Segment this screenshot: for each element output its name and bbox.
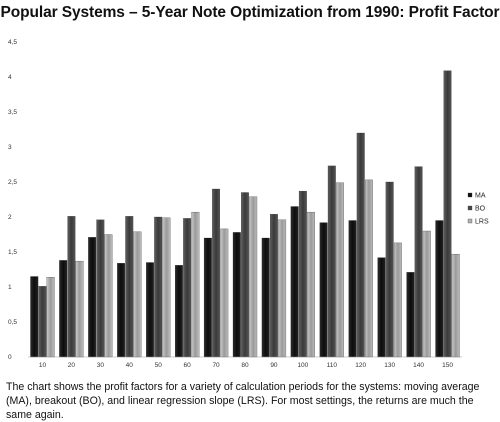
bar-lrs-90	[278, 219, 287, 358]
bar-ma-30	[88, 237, 97, 358]
bar-bo-10	[38, 286, 47, 358]
bar-ma-100	[290, 206, 299, 358]
legend-swatch-ma	[467, 192, 473, 198]
x-tick-label: 100	[297, 362, 308, 368]
bar-ma-10	[30, 276, 39, 358]
bar-bo-20	[67, 216, 76, 358]
bar-bo-80	[241, 192, 249, 358]
bar-lrs-60	[191, 211, 200, 358]
bar-lrs-20	[75, 260, 84, 358]
y-tick-label: 3,5	[8, 109, 17, 116]
bar-ma-60	[175, 265, 183, 358]
bar-lrs-50	[162, 217, 171, 358]
y-tick-label: 1	[8, 284, 12, 291]
y-axis: 0 0,5 1 1,5 2 2,5 3 3,5 4 4,5	[8, 39, 17, 361]
legend-swatch-lrs	[467, 218, 473, 224]
bar-bo-60	[183, 218, 192, 358]
y-tick-label: 4	[8, 74, 12, 81]
bar-lrs-120	[365, 179, 373, 358]
x-tick-label: 90	[270, 362, 278, 368]
bar-lrs-70	[220, 228, 229, 358]
legend: MA BO LRS	[467, 192, 489, 226]
bar-lrs-130	[393, 242, 402, 358]
legend-label-ma: MA	[475, 193, 486, 200]
bar-lrs-30	[104, 234, 113, 358]
bar-ma-140	[406, 272, 415, 358]
bar-ma-40	[117, 263, 125, 358]
bar-chart: 00,511,522,533,544,5 10 20 30 40 50 60 70 80 90 1…	[8, 39, 489, 368]
bar-bo-40	[125, 216, 134, 358]
bar-ma-70	[203, 237, 212, 358]
y-tick-label: 0	[8, 354, 12, 361]
y-tick-label: 0,5	[8, 319, 17, 326]
x-tick-label: 140	[413, 362, 424, 368]
bar-lrs-40	[133, 231, 142, 358]
bar-bo-130	[385, 181, 394, 358]
bar-ma-90	[261, 237, 270, 358]
bar-lrs-140	[422, 230, 431, 358]
x-tick-label: 20	[68, 362, 76, 368]
bar-ma-130	[377, 257, 386, 358]
bar-lrs-10	[46, 277, 55, 358]
bar-ma-20	[59, 260, 68, 358]
y-tick-label: 2	[8, 214, 12, 221]
y-tick-label: 4,5	[8, 39, 17, 46]
bar-bo-50	[154, 216, 163, 358]
y-tick-label: 1,5	[8, 249, 17, 256]
bar-bo-150	[443, 70, 452, 358]
bar-ma-50	[146, 262, 154, 358]
x-tick-label: 130	[384, 362, 395, 368]
bar-bo-70	[212, 188, 220, 358]
x-tick-label: 10	[39, 362, 47, 368]
legend-label-lrs: LRS	[475, 219, 489, 226]
bar-ma-80	[232, 232, 241, 358]
x-tick-label: 120	[355, 362, 366, 368]
bar-ma-120	[348, 220, 357, 358]
bar-lrs-80	[249, 196, 258, 358]
plot-area	[30, 70, 460, 358]
bar-ma-150	[435, 220, 444, 358]
legend-swatch-bo	[467, 205, 473, 211]
y-tick-label: 2,5	[8, 179, 17, 186]
bar-ma-110	[319, 222, 328, 358]
bar-bo-100	[298, 190, 307, 358]
x-axis: 10 20 30 40 50 60 70 80 90 100 110 120 130 140 150	[28, 356, 462, 368]
y-tick-label: 3	[8, 144, 12, 151]
bar-lrs-150	[451, 253, 460, 358]
bar-bo-30	[96, 219, 105, 358]
bar-bo-90	[270, 214, 278, 358]
bar-lrs-100	[307, 211, 315, 358]
bar-lrs-110	[336, 182, 344, 358]
x-tick-label: 110	[327, 362, 338, 368]
legend-label-bo: BO	[475, 206, 486, 213]
x-tick-label: 80	[241, 362, 249, 368]
x-tick-label: 50	[155, 362, 163, 368]
chart-title: Popular Systems – 5-Year Note Optimizati…	[0, 4, 500, 21]
x-tick-label: 40	[126, 362, 134, 368]
x-tick-label: 30	[97, 362, 105, 368]
bar-bo-140	[414, 166, 423, 358]
bar-bo-110	[327, 165, 336, 358]
bar-bo-120	[356, 132, 365, 358]
x-tick-label: 70	[212, 362, 220, 368]
x-tick-label: 60	[184, 362, 192, 368]
x-tick-label: 150	[442, 362, 453, 368]
